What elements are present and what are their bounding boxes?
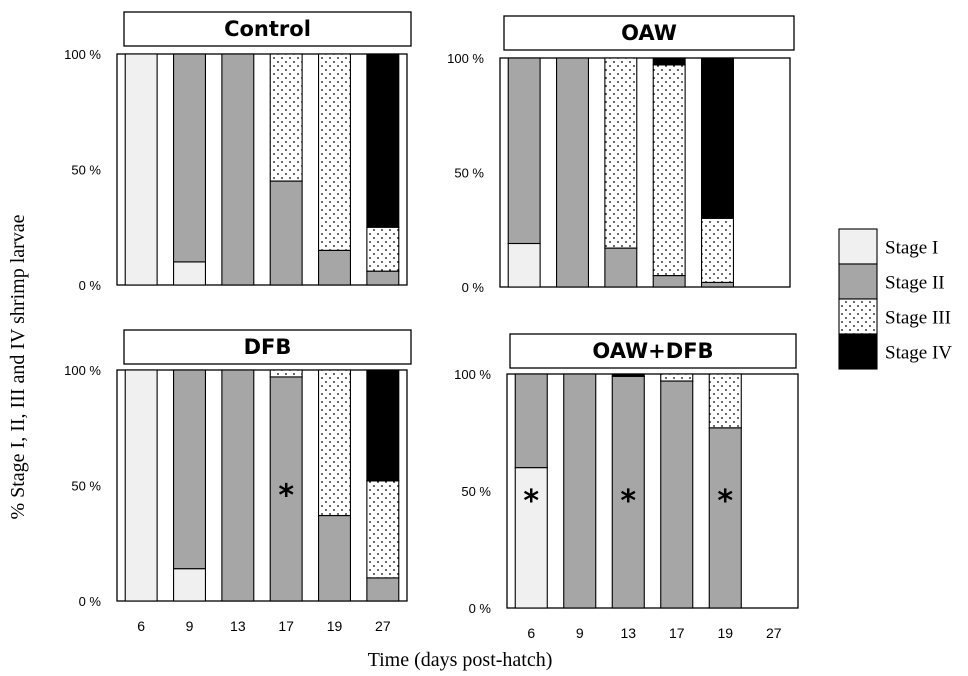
y-tick-label: 0 % — [79, 278, 102, 293]
y-tick-label: 0 % — [469, 601, 492, 616]
legend-swatch-s2 — [838, 263, 878, 300]
significance-marker: * — [717, 484, 733, 519]
panel-title: OAW — [621, 21, 677, 45]
bar-segment-s1-day-9 — [173, 261, 207, 286]
y-tick-label: 100 % — [64, 47, 101, 62]
bar-segment-s2-day-9 — [563, 373, 597, 609]
bar-segment-s3-day-27 — [366, 480, 400, 579]
bar-segment-s4-day-27 — [366, 53, 400, 228]
legend-label: Stage II — [885, 273, 945, 294]
bar-segment-s1-day-6 — [124, 369, 158, 602]
bar-segment-s3-day-17 — [652, 64, 686, 277]
bar-segment-s2-day-6 — [507, 57, 541, 245]
plot-frame — [506, 373, 799, 609]
panel-title-box — [123, 329, 412, 365]
plot-frame — [116, 369, 408, 602]
y-tick-label: 100 % — [64, 363, 101, 378]
bar-segment-s3-day-13 — [604, 57, 638, 249]
panel-control: Control 0 % 50 % 100 % — [64, 11, 412, 293]
y-tick-label: 50 % — [71, 479, 101, 494]
x-tick-label: 13 — [620, 625, 636, 641]
x-tick-label: 27 — [375, 618, 391, 634]
bar-segment-s2-day-9 — [173, 369, 207, 570]
bar-segment-s2-day-19 — [700, 281, 734, 288]
legend-label: Stage III — [885, 308, 951, 329]
bar-segment-s1-day-6 — [514, 467, 548, 609]
bar-segment-s2-day-17 — [652, 274, 686, 288]
panels-group: Control 0 % 50 % 100 % OAW 0 % 50 % 100 % DFB 0 %… — [64, 11, 799, 641]
y-tick-label: 50 % — [461, 484, 491, 499]
bar-segment-s2-day-13 — [611, 375, 645, 609]
legend-label: Stage I — [885, 238, 938, 259]
bar-segment-s3-day-27 — [366, 226, 400, 272]
bar-segment-s2-day-6 — [514, 373, 548, 469]
y-tick-label: 50 % — [71, 163, 101, 178]
bar-segment-s2-day-13 — [604, 247, 638, 288]
bar-segment-s3-day-19 — [708, 373, 742, 429]
bar-segment-s3-day-19 — [317, 53, 351, 251]
panel-title: OAW+DFB — [592, 339, 713, 363]
panel-title-box — [123, 11, 412, 47]
bar-segment-s2-day-19 — [317, 514, 351, 602]
bar-segment-s1-day-6 — [507, 242, 541, 288]
significance-marker: * — [278, 479, 294, 514]
x-tick-label: 19 — [717, 625, 733, 641]
x-tick-label: 17 — [278, 618, 294, 634]
plot-frame — [116, 53, 408, 286]
bar-segment-s1-day-9 — [173, 568, 207, 602]
bar-segment-s2-day-17 — [660, 380, 694, 609]
panel-title: DFB — [244, 335, 292, 359]
panel-oaw-dfb: OAW+DFB 0 % 50 % 100 % * 6 9 * 13 17 * 19 27 — [454, 333, 799, 641]
bar-segment-s4-day-19 — [700, 57, 734, 219]
panel-oaw: OAW 0 % 50 % 100 % — [447, 15, 795, 295]
x-tick-label: 6 — [137, 618, 145, 634]
y-tick-label: 50 % — [454, 166, 484, 181]
legend-swatch-s1 — [838, 228, 878, 265]
bar-segment-s1-day-6 — [124, 53, 158, 286]
x-tick-label: 27 — [766, 625, 782, 641]
significance-marker: * — [523, 484, 539, 519]
y-tick-label: 100 % — [454, 367, 491, 382]
bar-segment-s4-day-27 — [366, 369, 400, 482]
panel-dfb: DFB 0 % 50 % 100 % 6 9 13 * 17 19 27 — [64, 329, 412, 634]
bar-segment-s3-day-17 — [269, 53, 303, 182]
legend-label: Stage IV — [885, 343, 952, 364]
bar-segment-s2-day-9 — [173, 53, 207, 263]
bar-segment-s3-day-19 — [700, 217, 734, 283]
y-tick-label: 0 % — [79, 594, 102, 609]
y-tick-label: 0 % — [462, 280, 485, 295]
x-tick-label: 9 — [186, 618, 194, 634]
bar-segment-s3-day-19 — [317, 369, 351, 517]
plot-frame — [499, 57, 791, 288]
bar-segment-s3-day-17 — [269, 369, 303, 378]
legend-swatch-s3 — [838, 298, 878, 335]
legend-swatch-s4 — [838, 333, 878, 370]
bar-segment-s2-day-19 — [708, 427, 742, 609]
x-tick-label: 19 — [327, 618, 343, 634]
x-tick-label: 9 — [576, 625, 584, 641]
legend: Stage I Stage II Stage III Stage IV — [838, 228, 952, 370]
bar-segment-s4-day-13 — [611, 373, 645, 377]
bar-segment-s2-day-19 — [317, 249, 351, 286]
bar-segment-s3-day-17 — [660, 373, 694, 382]
x-tick-label: 6 — [527, 625, 535, 641]
x-tick-label: 17 — [669, 625, 685, 641]
bar-segment-s2-day-13 — [221, 53, 255, 286]
significance-marker: * — [620, 484, 636, 519]
x-tick-label: 13 — [230, 618, 246, 634]
bar-segment-s2-day-17 — [269, 180, 303, 286]
panel-title-box — [509, 333, 797, 369]
x-axis-label: Time (days post-hatch) — [368, 649, 553, 671]
bar-segment-s2-day-27 — [366, 270, 400, 286]
y-axis-label: % Stage I, II, III and IV shrimp larvae — [7, 214, 29, 519]
bar-segment-s2-day-13 — [221, 369, 255, 602]
bar-segment-s2-day-27 — [366, 577, 400, 602]
panel-title: Control — [224, 17, 311, 41]
bar-segment-s4-day-17 — [652, 57, 686, 66]
bar-segment-s2-day-17 — [269, 376, 303, 602]
y-tick-label: 100 % — [447, 51, 484, 66]
bar-segment-s2-day-9 — [555, 57, 589, 288]
panel-title-box — [503, 15, 795, 51]
